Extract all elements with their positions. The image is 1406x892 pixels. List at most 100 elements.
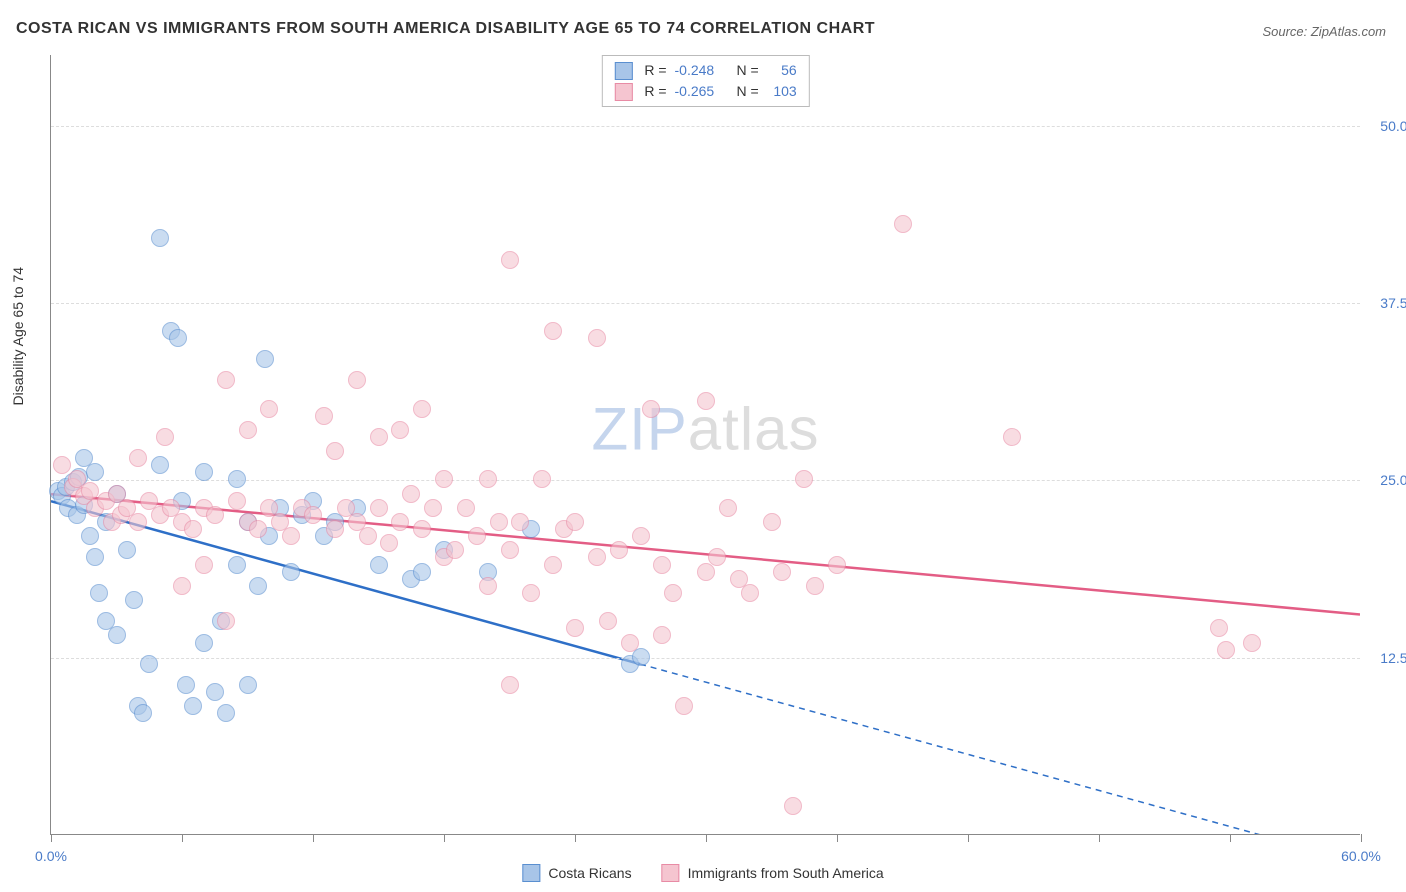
scatter-point [402,485,420,503]
scatter-point [1210,619,1228,637]
gridline [51,303,1360,304]
scatter-point [86,463,104,481]
scatter-point [282,527,300,545]
swatch-icon [614,83,632,101]
scatter-point [653,556,671,574]
chart-area: ZIPatlas R = -0.248 N = 56 R = -0.265 N … [50,55,1360,835]
scatter-point [1003,428,1021,446]
scatter-point [773,563,791,581]
scatter-point [129,513,147,531]
xtick [837,834,838,842]
legend-item: Costa Ricans [522,864,631,882]
stat-r-label: R = [644,81,666,102]
stats-row: R = -0.265 N = 103 [614,81,796,102]
stat-n-value: 103 [767,81,797,102]
scatter-point [129,449,147,467]
ytick-label: 25.0% [1380,472,1406,488]
trend-lines-svg [51,55,1360,834]
scatter-point [479,470,497,488]
scatter-point [169,329,187,347]
ytick-label: 50.0% [1380,118,1406,134]
scatter-point [457,499,475,517]
scatter-point [391,421,409,439]
scatter-point [217,704,235,722]
scatter-point [315,407,333,425]
scatter-point [391,513,409,531]
scatter-point [501,676,519,694]
scatter-point [544,322,562,340]
scatter-point [653,626,671,644]
scatter-point [610,541,628,559]
stat-n-value: 56 [767,60,797,81]
scatter-point [228,556,246,574]
scatter-point [206,683,224,701]
scatter-point [151,229,169,247]
scatter-point [81,527,99,545]
scatter-point [424,499,442,517]
scatter-point [140,655,158,673]
scatter-point [566,513,584,531]
scatter-point [828,556,846,574]
scatter-point [151,456,169,474]
gridline [51,658,1360,659]
scatter-point [282,563,300,581]
scatter-point [184,520,202,538]
scatter-point [741,584,759,602]
scatter-point [156,428,174,446]
scatter-point [544,556,562,574]
xtick [1230,834,1231,842]
scatter-point [588,329,606,347]
scatter-point [435,470,453,488]
scatter-point [326,442,344,460]
scatter-point [806,577,824,595]
scatter-point [533,470,551,488]
xtick [444,834,445,842]
scatter-point [217,612,235,630]
scatter-point [675,697,693,715]
scatter-point [413,563,431,581]
scatter-point [511,513,529,531]
stat-r-value: -0.265 [675,81,725,102]
scatter-point [256,350,274,368]
scatter-point [621,634,639,652]
legend-item: Immigrants from South America [662,864,884,882]
scatter-point [1243,634,1261,652]
scatter-point [490,513,508,531]
xtick [182,834,183,842]
scatter-point [632,648,650,666]
stat-n-label: N = [737,81,759,102]
xtick [51,834,52,842]
scatter-point [239,676,257,694]
scatter-point [501,541,519,559]
scatter-point [719,499,737,517]
scatter-point [53,456,71,474]
stat-r-label: R = [644,60,666,81]
scatter-point [588,548,606,566]
scatter-point [239,421,257,439]
scatter-point [784,797,802,815]
scatter-point [763,513,781,531]
scatter-point [642,400,660,418]
y-axis-label: Disability Age 65 to 74 [10,267,26,406]
source-label: Source: ZipAtlas.com [1262,24,1386,39]
scatter-point [304,506,322,524]
scatter-point [195,556,213,574]
scatter-point [664,584,682,602]
scatter-point [413,400,431,418]
scatter-point [184,697,202,715]
xtick [968,834,969,842]
stat-n-label: N = [737,60,759,81]
scatter-point [370,499,388,517]
scatter-point [468,527,486,545]
xtick [706,834,707,842]
scatter-point [370,556,388,574]
swatch-icon [662,864,680,882]
scatter-point [125,591,143,609]
swatch-icon [522,864,540,882]
scatter-point [795,470,813,488]
scatter-point [413,520,431,538]
legend-label: Immigrants from South America [688,865,884,881]
scatter-point [228,470,246,488]
scatter-point [326,520,344,538]
scatter-point [108,626,126,644]
